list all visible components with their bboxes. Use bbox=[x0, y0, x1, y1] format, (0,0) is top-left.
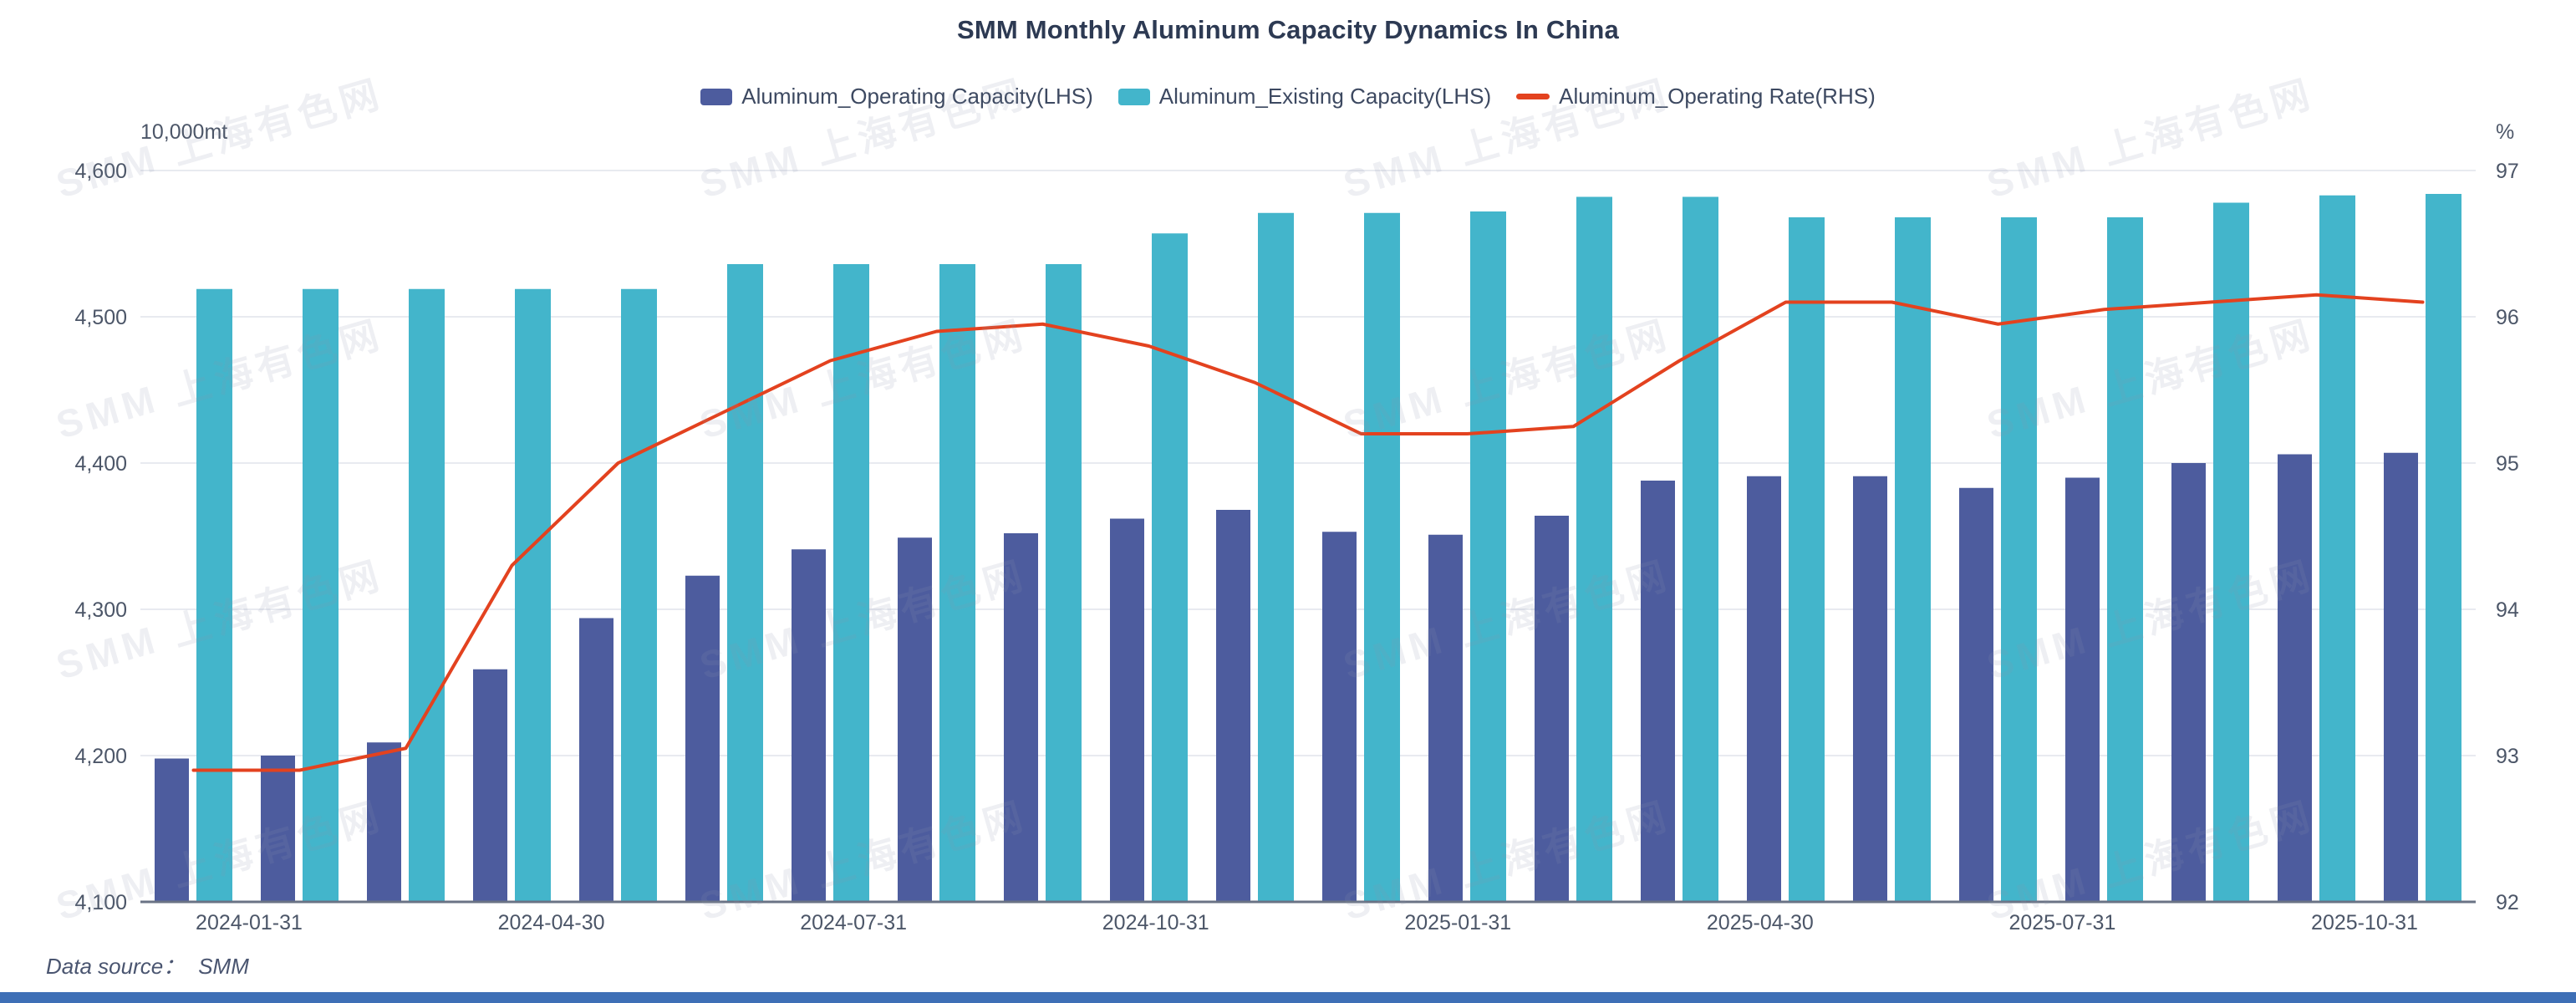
legend-item-existing-capacity[interactable]: Aluminum_Existing Capacity(LHS) bbox=[1117, 84, 1492, 109]
x-axis-tick-label: 2024-01-31 bbox=[196, 911, 303, 934]
bar-existing-capacity bbox=[2319, 195, 2355, 902]
bar-operating-capacity bbox=[2278, 454, 2312, 902]
bar-existing-capacity bbox=[1364, 212, 1400, 902]
data-source-value: SMM bbox=[198, 954, 249, 979]
bar-existing-capacity bbox=[1576, 196, 1612, 902]
right-axis-unit: % bbox=[2496, 120, 2515, 144]
right-axis-tick-label: 93 bbox=[2496, 745, 2519, 768]
bar-operating-capacity bbox=[685, 575, 720, 902]
bar-operating-capacity bbox=[1428, 534, 1463, 902]
bar-existing-capacity bbox=[2107, 217, 2143, 902]
bar-existing-capacity bbox=[727, 264, 763, 902]
left-axis-tick-label: 4,200 bbox=[74, 745, 127, 768]
bar-existing-capacity bbox=[515, 288, 551, 902]
operating-rate-line bbox=[191, 293, 2425, 772]
bar-existing-capacity bbox=[2213, 202, 2249, 902]
legend-label-operating-rate: Aluminum_Operating Rate(RHS) bbox=[1559, 84, 1876, 109]
right-axis-tick-label: 94 bbox=[2496, 598, 2519, 622]
bar-operating-capacity bbox=[1322, 532, 1357, 902]
legend-swatch-existing-capacity-icon bbox=[1117, 88, 1150, 105]
x-axis-tick-label: 2024-10-31 bbox=[1102, 911, 1209, 934]
bar-existing-capacity bbox=[1895, 217, 1931, 902]
bar-operating-capacity bbox=[1853, 476, 1887, 902]
right-axis-tick-label: 92 bbox=[2496, 891, 2519, 914]
bar-existing-capacity bbox=[833, 264, 869, 902]
x-axis-tick-label: 2024-07-31 bbox=[800, 911, 907, 934]
bar-existing-capacity bbox=[1683, 196, 1718, 902]
bar-existing-capacity bbox=[2426, 194, 2461, 902]
bar-operating-capacity bbox=[898, 537, 932, 902]
bar-operating-capacity bbox=[579, 618, 613, 902]
left-axis-tick-labels: 4,600 4,500 4,400 4,300 4,200 4,100 bbox=[74, 160, 127, 914]
right-axis-tick-label: 97 bbox=[2496, 160, 2519, 183]
bar-existing-capacity bbox=[621, 288, 657, 902]
bar-operating-capacity bbox=[1110, 518, 1144, 902]
bar-existing-capacity bbox=[939, 264, 975, 902]
left-axis-tick-label: 4,500 bbox=[74, 306, 127, 329]
bar-existing-capacity bbox=[1470, 211, 1506, 902]
data-source-label: Data source： bbox=[46, 954, 186, 979]
bar-existing-capacity bbox=[303, 288, 339, 902]
legend-label-operating-capacity: Aluminum_Operating Capacity(LHS) bbox=[741, 84, 1093, 109]
bar-existing-capacity bbox=[1152, 233, 1188, 902]
bar-operating-capacity bbox=[2065, 477, 2100, 902]
legend-item-operating-rate[interactable]: Aluminum_Operating Rate(RHS) bbox=[1516, 84, 1876, 109]
left-axis-tick-label: 4,100 bbox=[74, 891, 127, 914]
bar-operating-capacity bbox=[367, 742, 401, 902]
bar-existing-capacity bbox=[2001, 217, 2037, 902]
bar-operating-capacity bbox=[1004, 533, 1038, 902]
data-source: Data source： SMM bbox=[46, 950, 249, 980]
legend-swatch-operating-rate-icon bbox=[1516, 94, 1550, 99]
chart-title: SMM Monthly Aluminum Capacity Dynamics I… bbox=[957, 15, 1619, 44]
left-axis-tick-label: 4,600 bbox=[74, 160, 127, 183]
left-axis-tick-label: 4,400 bbox=[74, 452, 127, 476]
right-axis-tick-label: 95 bbox=[2496, 452, 2519, 476]
bar-operating-capacity bbox=[155, 758, 189, 902]
legend-swatch-operating-capacity-icon bbox=[700, 88, 733, 105]
bar-operating-capacity bbox=[1959, 487, 1993, 902]
bar-existing-capacity bbox=[409, 288, 445, 902]
right-axis-tick-label: 96 bbox=[2496, 306, 2519, 329]
bar-operating-capacity bbox=[792, 549, 826, 902]
x-axis-tick-label: 2025-01-31 bbox=[1404, 911, 1511, 934]
legend-label-existing-capacity: Aluminum_Existing Capacity(LHS) bbox=[1158, 84, 1492, 109]
bar-operating-capacity bbox=[1747, 476, 1781, 902]
legend: Aluminum_Operating Capacity(LHS) Aluminu… bbox=[0, 84, 2576, 109]
x-axis-tick-labels: 2024-01-31 2024-04-30 2024-07-31 2024-10-31… bbox=[196, 911, 2418, 934]
legend-item-operating-capacity[interactable]: Aluminum_Operating Capacity(LHS) bbox=[700, 84, 1093, 109]
operating-rate-line bbox=[191, 293, 2425, 772]
bar-existing-capacity bbox=[1046, 264, 1082, 902]
bar-operating-capacity bbox=[261, 756, 295, 902]
x-axis-tick-label: 2025-07-31 bbox=[2008, 911, 2115, 934]
bar-operating-capacity bbox=[2171, 463, 2206, 902]
bar-series bbox=[155, 194, 2461, 902]
bar-operating-capacity bbox=[1641, 481, 1675, 902]
left-axis-unit: 10,000mt bbox=[140, 120, 228, 144]
bar-operating-capacity bbox=[2384, 452, 2418, 902]
bar-operating-capacity bbox=[1535, 516, 1569, 902]
bottom-accent-bar bbox=[0, 992, 2576, 1003]
bar-operating-capacity bbox=[473, 669, 507, 902]
left-axis-tick-label: 4,300 bbox=[74, 598, 127, 622]
bar-existing-capacity bbox=[196, 288, 232, 902]
x-axis-tick-label: 2025-10-31 bbox=[2311, 911, 2418, 934]
bar-existing-capacity bbox=[1789, 217, 1825, 902]
bar-existing-capacity bbox=[1258, 212, 1294, 902]
x-axis-tick-label: 2025-04-30 bbox=[1707, 911, 1814, 934]
x-axis-tick-label: 2024-04-30 bbox=[498, 911, 605, 934]
bar-operating-capacity bbox=[1216, 510, 1250, 902]
right-axis-tick-labels: 97 96 95 94 93 92 bbox=[2496, 160, 2519, 914]
